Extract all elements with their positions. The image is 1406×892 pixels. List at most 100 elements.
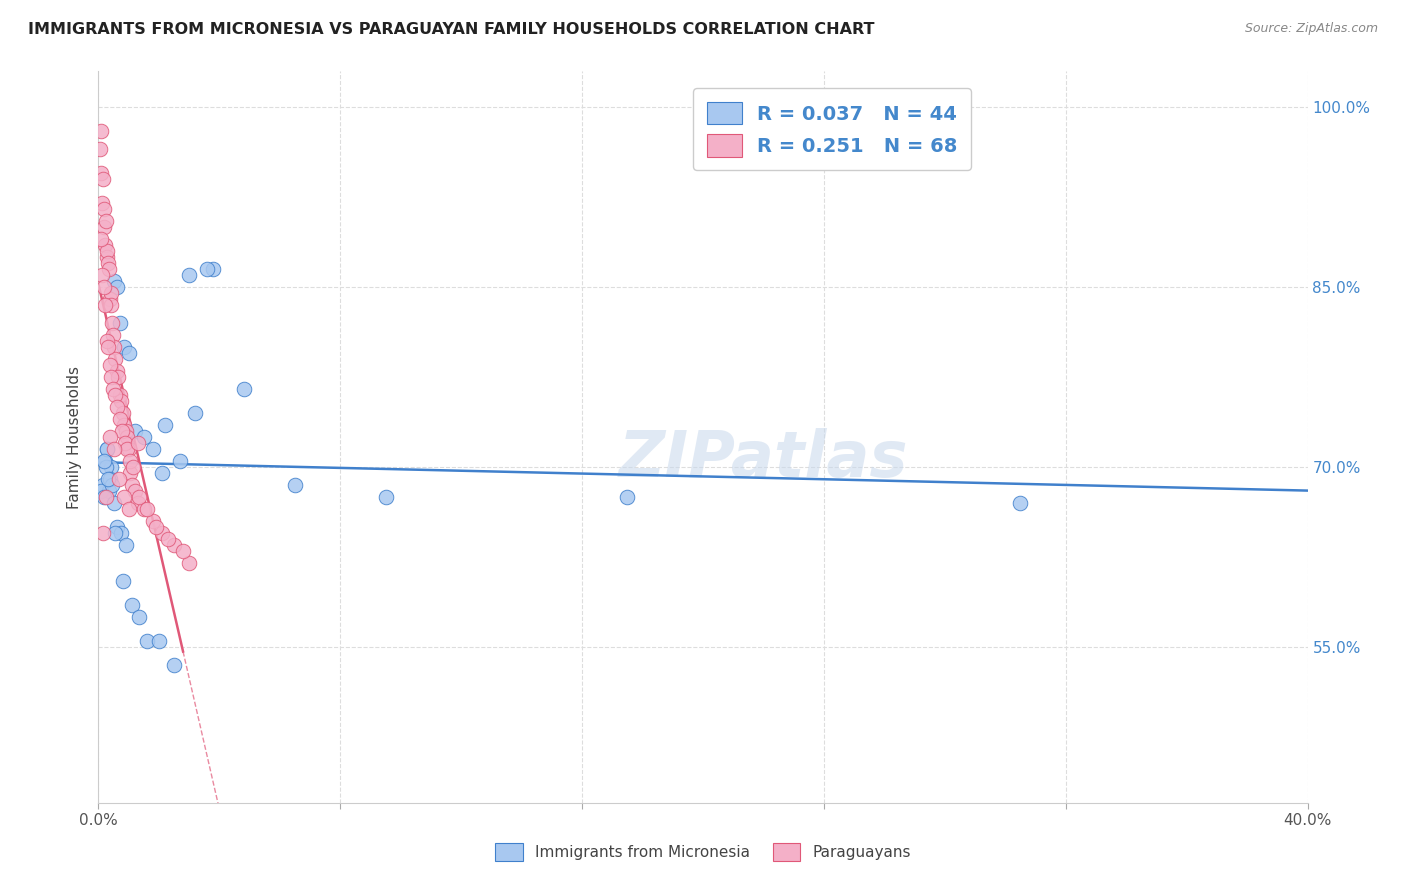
Point: [100, 370, 122, 384]
Point: [232, 382, 254, 396]
Point: [112, 418, 135, 433]
Point: [374, 490, 396, 504]
Point: [103, 496, 125, 510]
Point: [96, 334, 118, 348]
Point: [97, 340, 120, 354]
Point: [108, 316, 131, 330]
Point: [101, 328, 124, 343]
Point: [91, 268, 114, 283]
Point: [98, 262, 121, 277]
Point: [94, 238, 117, 252]
Point: [96, 244, 118, 259]
Point: [118, 346, 141, 360]
Point: [91, 172, 114, 186]
Point: [107, 370, 129, 384]
Point: [148, 634, 170, 648]
Point: [195, 262, 218, 277]
Point: [105, 280, 128, 294]
Point: [91, 526, 114, 541]
Point: [163, 538, 186, 552]
Point: [132, 430, 155, 444]
Point: [124, 483, 146, 498]
Point: [132, 502, 155, 516]
Point: [101, 478, 124, 492]
Point: [94, 490, 117, 504]
Point: [127, 496, 149, 510]
Point: [120, 466, 142, 480]
Point: [90, 124, 112, 138]
Point: [97, 256, 120, 270]
Point: [124, 424, 146, 438]
Point: [89, 142, 111, 156]
Point: [98, 430, 121, 444]
Point: [90, 166, 112, 180]
Point: [90, 483, 112, 498]
Point: [103, 274, 125, 288]
Point: [93, 202, 115, 217]
Point: [153, 418, 176, 433]
Point: [179, 268, 201, 283]
Point: [93, 280, 115, 294]
Point: [105, 364, 128, 378]
Point: [111, 406, 134, 420]
Point: [108, 388, 131, 402]
Point: [114, 424, 136, 438]
Point: [98, 472, 121, 486]
Point: [104, 526, 127, 541]
Point: [105, 400, 128, 414]
Point: [98, 483, 121, 498]
Point: [163, 657, 186, 672]
Point: [111, 424, 134, 438]
Text: Source: ZipAtlas.com: Source: ZipAtlas.com: [1244, 22, 1378, 36]
Point: [94, 298, 117, 312]
Point: [145, 520, 167, 534]
Point: [93, 490, 115, 504]
Y-axis label: Family Households: Family Households: [67, 366, 83, 508]
Point: [101, 316, 124, 330]
Point: [1010, 496, 1032, 510]
Point: [135, 634, 157, 648]
Point: [156, 532, 179, 546]
Point: [93, 454, 115, 468]
Point: [121, 598, 143, 612]
Point: [94, 454, 117, 468]
Point: [104, 352, 127, 367]
Point: [127, 436, 149, 450]
Point: [96, 250, 118, 264]
Point: [108, 472, 131, 486]
Point: [100, 286, 122, 301]
Text: ZIPatlas: ZIPatlas: [619, 428, 908, 490]
Point: [111, 574, 134, 588]
Point: [150, 526, 173, 541]
Point: [105, 520, 128, 534]
Point: [114, 436, 136, 450]
Point: [103, 340, 125, 354]
Point: [91, 478, 114, 492]
Point: [128, 490, 150, 504]
Point: [135, 502, 157, 516]
Point: [91, 196, 114, 211]
Point: [184, 406, 207, 420]
Point: [128, 610, 150, 624]
Point: [103, 442, 125, 456]
Point: [96, 442, 118, 456]
Point: [118, 502, 141, 516]
Point: [112, 340, 135, 354]
Point: [110, 526, 132, 541]
Point: [142, 514, 165, 528]
Text: IMMIGRANTS FROM MICRONESIA VS PARAGUAYAN FAMILY HOUSEHOLDS CORRELATION CHART: IMMIGRANTS FROM MICRONESIA VS PARAGUAYAN…: [28, 22, 875, 37]
Legend: Immigrants from Micronesia, Paraguayans: Immigrants from Micronesia, Paraguayans: [488, 836, 918, 868]
Point: [118, 442, 141, 456]
Point: [90, 232, 112, 246]
Point: [122, 460, 145, 475]
Point: [150, 466, 173, 480]
Point: [94, 460, 117, 475]
Point: [121, 478, 143, 492]
Point: [169, 454, 191, 468]
Point: [115, 430, 138, 444]
Point: [96, 442, 118, 456]
Point: [93, 220, 115, 235]
Point: [101, 382, 124, 396]
Point: [110, 394, 132, 409]
Point: [172, 544, 194, 558]
